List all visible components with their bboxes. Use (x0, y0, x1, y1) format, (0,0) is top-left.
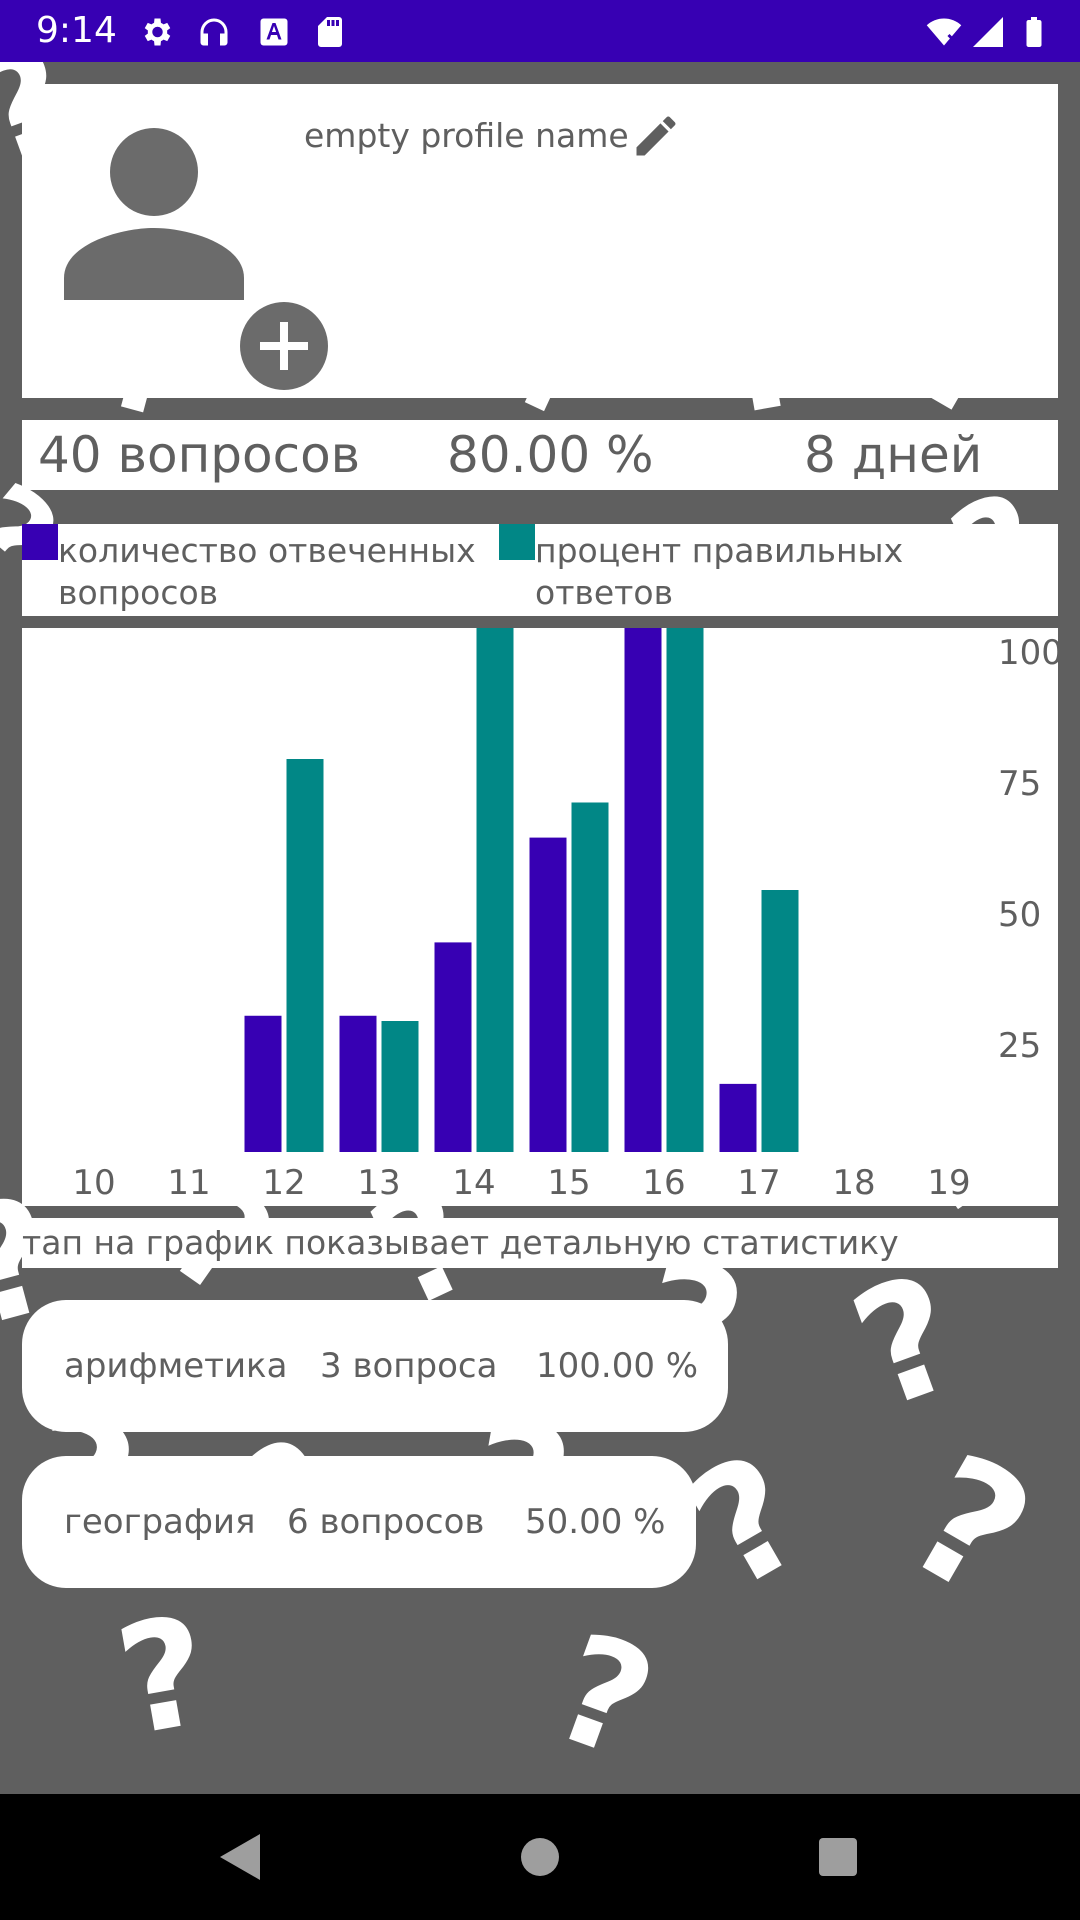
x-tick-label: 11 (167, 1163, 210, 1203)
signal-icon (973, 17, 1003, 47)
x-tick-label: 15 (547, 1163, 590, 1203)
pencil-icon[interactable] (630, 110, 682, 162)
legend-label-answered: количество отвеченных вопросов (58, 531, 476, 612)
status-time: 9:14 (36, 10, 117, 51)
category-percent: 100.00 % (536, 1346, 699, 1386)
bar-answered[interactable] (624, 628, 662, 1152)
recents-square-icon[interactable] (803, 1822, 873, 1892)
x-tick-label: 10 (72, 1163, 115, 1203)
chart-hint-card: тап на график показывает детальную стати… (22, 1218, 1058, 1268)
legend-swatch-answered (22, 524, 58, 560)
category-name: география (64, 1502, 256, 1542)
profile-name: empty profile name (304, 116, 629, 155)
x-tick-label: 13 (357, 1163, 400, 1203)
stat-questions: 40 вопросов (38, 426, 361, 484)
settings-icon (144, 18, 171, 46)
sd-card-icon (318, 17, 342, 47)
x-tick-label: 12 (262, 1163, 305, 1203)
x-tick-label: 19 (927, 1163, 970, 1203)
stats-chart[interactable]: 25 50 75 100 10 11 12 13 14 15 16 17 18 19 (22, 628, 1058, 1206)
profile-card: empty profile name (22, 84, 1058, 398)
status-bar: 9:14 (0, 0, 1080, 62)
legend-label-correct: процент правильных ответов (535, 531, 904, 612)
category-name: арифметика (64, 1346, 288, 1386)
y-tick-label: 75 (998, 764, 1041, 804)
y-tick-label: 100 (998, 633, 1058, 673)
category-count: 3 вопроса (320, 1346, 498, 1386)
x-tick-label: 18 (832, 1163, 875, 1203)
chart-hint: тап на график показывает детальную стати… (22, 1223, 899, 1262)
bar-correct[interactable] (666, 628, 704, 1152)
back-triangle-icon[interactable] (206, 1822, 276, 1892)
y-tick-label: 50 (998, 895, 1041, 935)
legend-swatch-correct (499, 524, 535, 560)
person-icon[interactable] (64, 124, 244, 304)
wifi-icon (926, 18, 962, 46)
bar-answered[interactable] (244, 1015, 282, 1152)
battery-icon (1026, 17, 1042, 47)
bar-answered[interactable] (339, 1015, 377, 1152)
add-circle-icon (260, 322, 308, 370)
bar-correct[interactable] (476, 628, 514, 1152)
x-tick-label: 14 (452, 1163, 495, 1203)
stat-percent: 80.00 % (447, 426, 654, 484)
stat-days: 8 дней (804, 426, 983, 484)
category-card-geography[interactable]: география 6 вопросов 50.00 % (22, 1456, 696, 1588)
bar-answered[interactable] (434, 942, 472, 1152)
x-tick-label: 16 (642, 1163, 685, 1203)
bar-chart[interactable]: 25 50 75 100 10 11 12 13 14 15 16 17 18 19 (22, 628, 1058, 1206)
stats-row: 40 вопросов 80.00 % 8 дней (22, 420, 1058, 490)
headphones-icon (200, 18, 228, 46)
x-tick-label: 17 (737, 1163, 780, 1203)
bar-correct[interactable] (286, 759, 324, 1152)
bar-answered[interactable] (719, 1083, 757, 1152)
bar-correct[interactable] (761, 890, 799, 1152)
add-photo-button[interactable] (240, 302, 328, 390)
y-tick-label: 25 (998, 1026, 1041, 1066)
category-card-arithmetic[interactable]: арифметика 3 вопроса 100.00 % (22, 1300, 728, 1432)
category-percent: 50.00 % (525, 1502, 666, 1542)
navigation-bar (0, 1794, 1080, 1920)
bar-correct[interactable] (571, 802, 609, 1152)
home-circle-icon[interactable] (505, 1822, 575, 1892)
bar-correct[interactable] (381, 1021, 419, 1152)
font-icon (260, 18, 288, 46)
chart-legend: количество отвеченных вопросов процент п… (22, 524, 1058, 616)
category-count: 6 вопросов (287, 1502, 485, 1542)
bar-answered[interactable] (529, 837, 567, 1152)
